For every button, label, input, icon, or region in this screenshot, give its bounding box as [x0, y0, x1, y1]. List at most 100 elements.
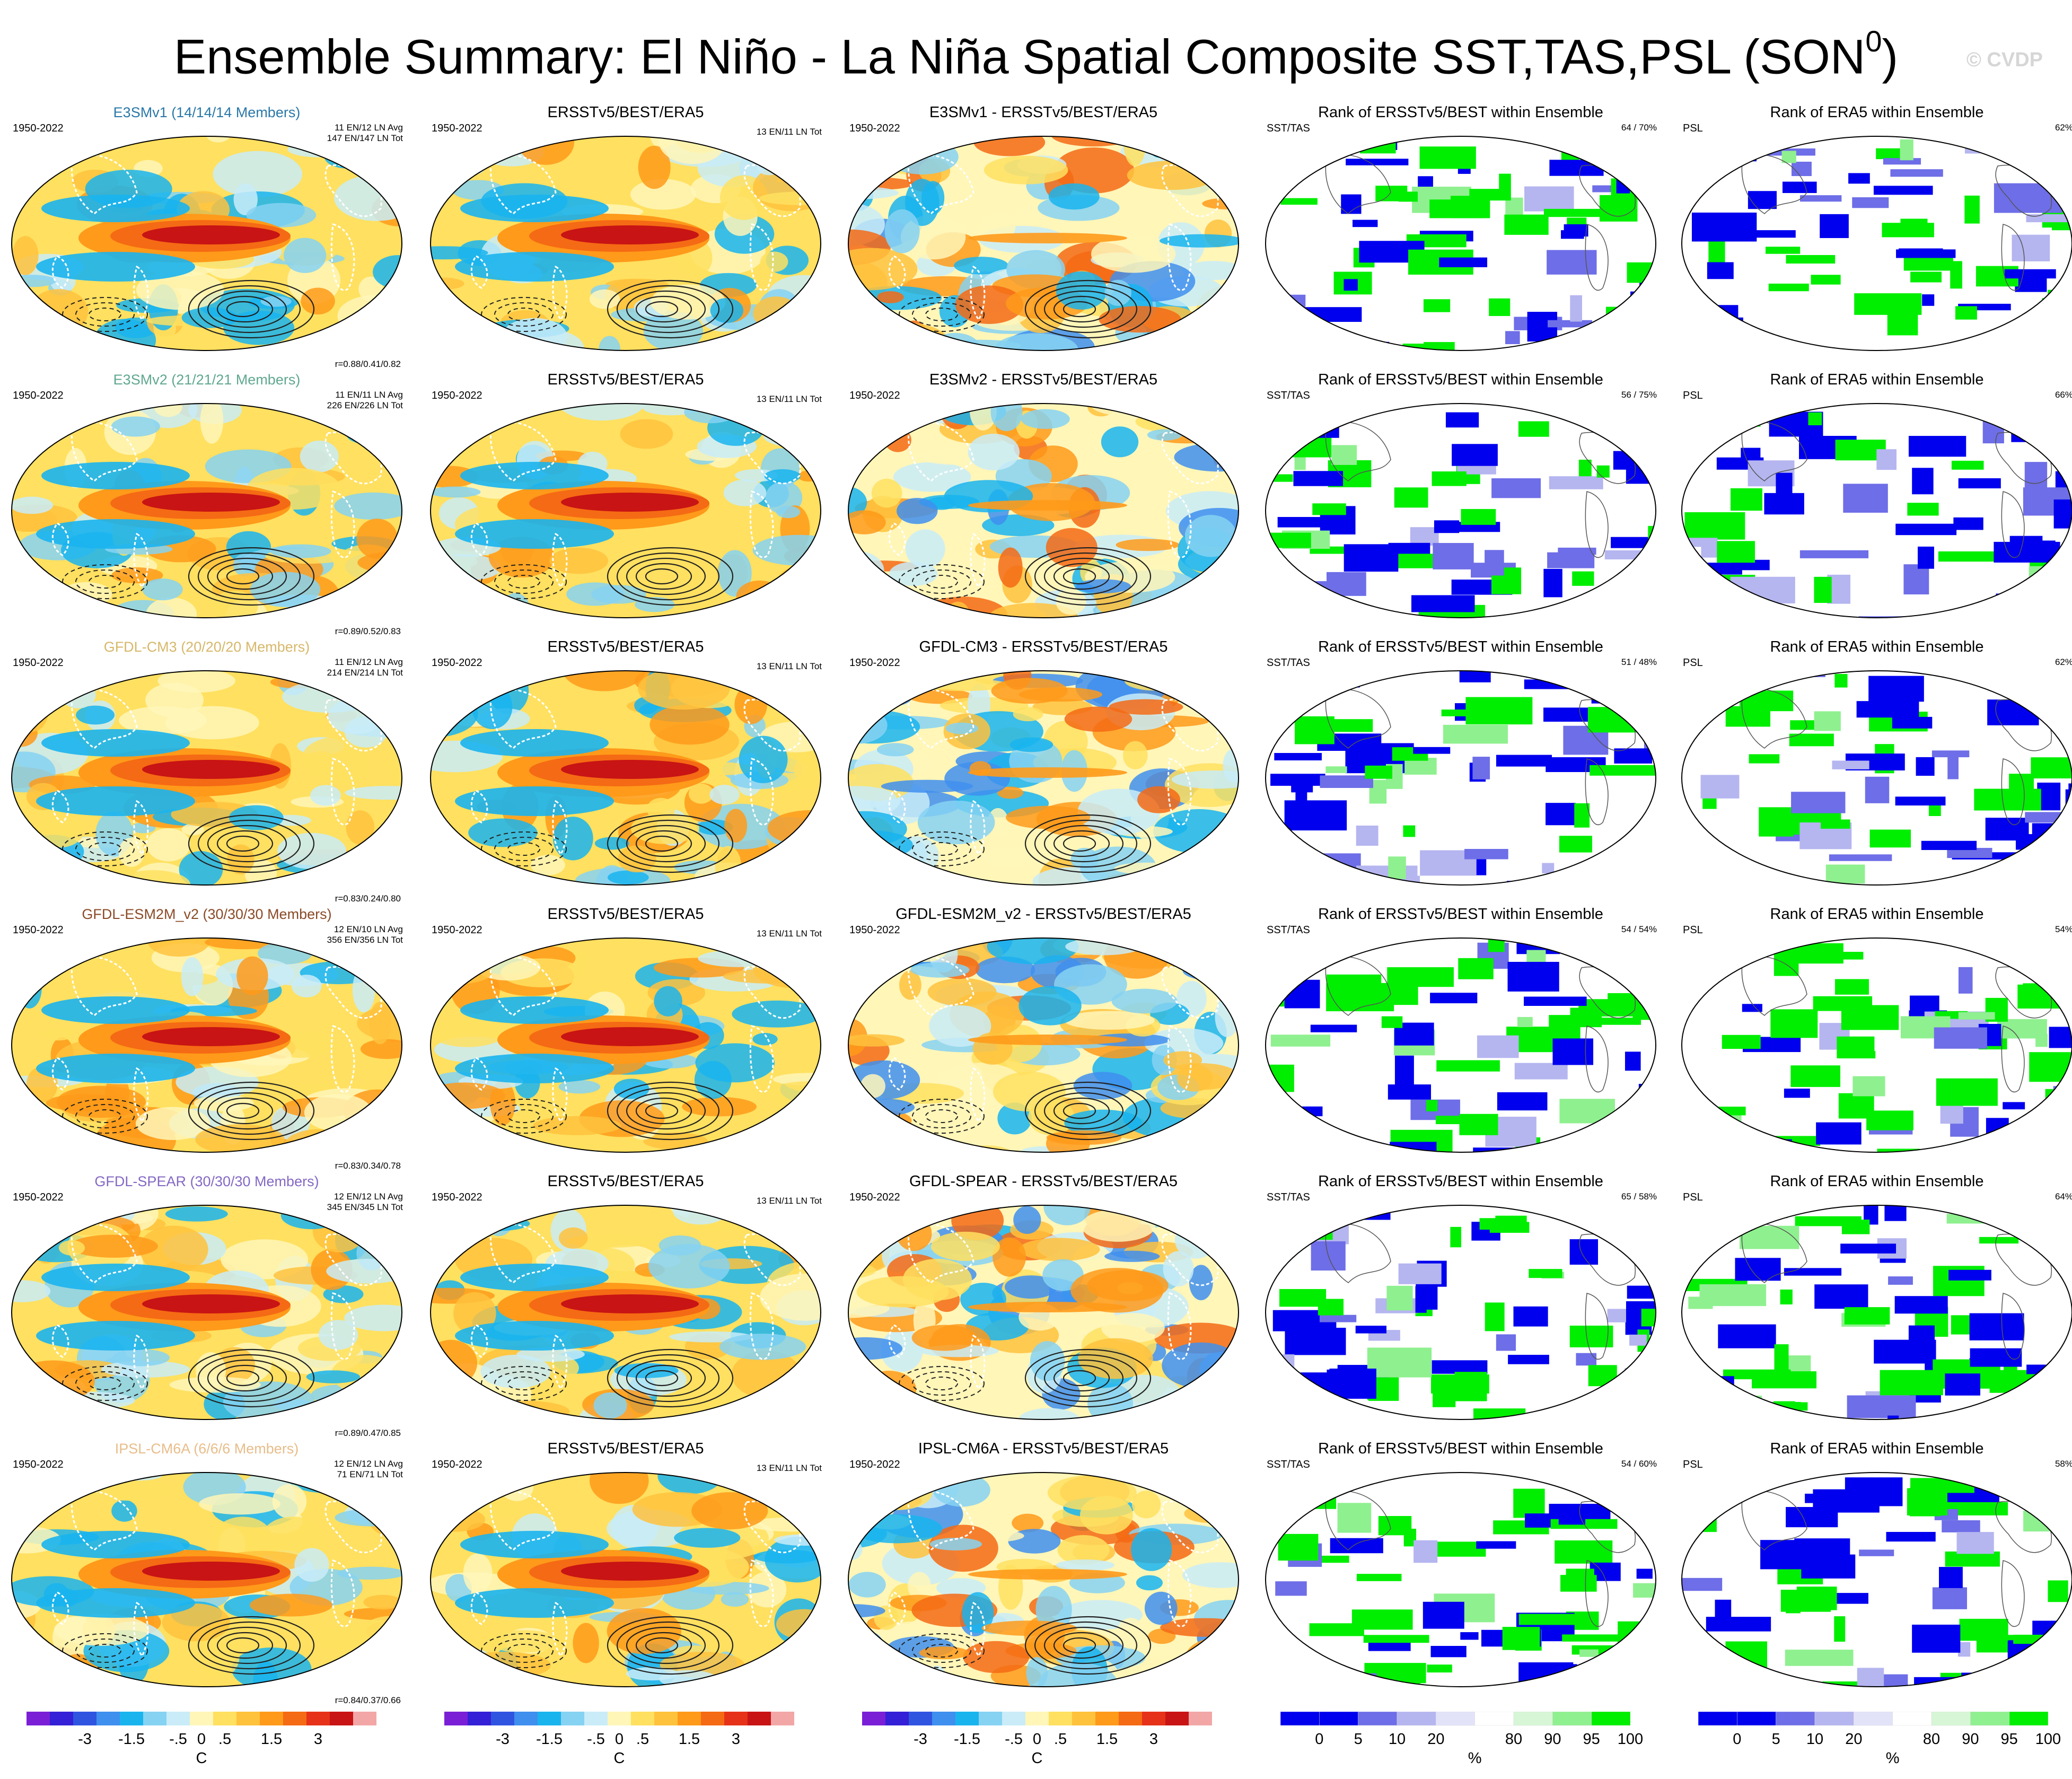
psl-contour-negative [89, 1377, 121, 1390]
enso-tongue-core [561, 225, 699, 244]
rank-block [1555, 1540, 1613, 1564]
anomaly-patch [955, 285, 1024, 324]
anomaly-patch [860, 1074, 885, 1098]
anomaly-patch [41, 1026, 75, 1041]
sample-info: 54% [2055, 924, 2072, 935]
psl-contour [197, 1086, 301, 1135]
rank-block [2035, 1033, 2048, 1047]
rank-block [1384, 1687, 1416, 1689]
anomaly-patch [431, 1654, 486, 1677]
rank-block [1461, 509, 1496, 525]
rank-block [1350, 1150, 1392, 1152]
rank-block [1837, 1036, 1875, 1058]
coastline [2001, 1026, 2025, 1093]
rank-block [1595, 1684, 1626, 1687]
rank-block [1717, 541, 1755, 563]
anomaly-patch [848, 1060, 920, 1100]
anomaly-patch [1154, 1322, 1239, 1354]
anomaly-patch [790, 1671, 817, 1685]
coastline [970, 532, 986, 589]
sample-info: 11 EN/12 LN Avg 214 EN/214 LN Tot [327, 657, 403, 678]
colorbar-tick: 95 [1583, 1731, 1600, 1748]
sample-info: 13 EN/11 LN Tot [757, 924, 822, 939]
anomaly-patch [431, 605, 462, 618]
anomaly-patch [12, 150, 39, 190]
anomaly-patch [1018, 1408, 1081, 1419]
psl-contour [1063, 1637, 1096, 1654]
rank-block [1811, 275, 1841, 285]
coastline [1741, 956, 1807, 1016]
anomaly-patch [370, 597, 397, 618]
anomaly-patch [54, 1614, 150, 1646]
sample-info: 13 EN/11 LN Tot [757, 390, 822, 405]
rank-block [1576, 1353, 1597, 1366]
psl-contour [1034, 552, 1138, 601]
rank-block [2064, 813, 2072, 839]
anomaly-patch [1145, 404, 1204, 422]
period-label: 1950-2022 [849, 122, 900, 134]
rank-block [1496, 1334, 1516, 1351]
rank-block [1825, 864, 1865, 884]
anomaly-patch [848, 1337, 903, 1360]
rank-block [1504, 214, 1549, 235]
anomaly-patch [349, 600, 402, 618]
coastline [330, 223, 355, 291]
anomaly-patch [354, 1664, 402, 1687]
anomaly-patch [1070, 1268, 1164, 1313]
anomaly-patch [360, 152, 387, 174]
cold-band-north [41, 996, 190, 1024]
anomaly-patch [993, 1237, 1026, 1277]
rank-block [1781, 151, 1796, 163]
rank-block [1706, 155, 1723, 166]
rank-block [1451, 196, 1483, 218]
rank-block [2036, 1107, 2072, 1117]
rank-block [1769, 1209, 1788, 1219]
anomaly-patch [284, 238, 327, 273]
rank-block [1330, 1538, 1383, 1554]
map-panel: Rank of ERA5 within Ensemble PSL 66% [1675, 371, 2072, 636]
rank-block [1560, 1664, 1577, 1687]
anomaly-patch [12, 856, 32, 885]
anomaly-patch [28, 597, 107, 618]
psl-contour-negative [925, 308, 958, 321]
coastline [1325, 421, 1391, 481]
anomaly-patch [270, 544, 331, 558]
psl-contour [1063, 301, 1096, 318]
anomaly-patch [356, 519, 398, 559]
rank-block [1346, 159, 1409, 165]
psl-contour [188, 1348, 315, 1408]
anomaly-patch [42, 1391, 135, 1410]
anomaly-patch [1181, 671, 1215, 678]
map-panel: IPSL-CM6A (6/6/6 Members) 1950-2022 12 EN/… [5, 1440, 408, 1705]
sample-info: 11 EN/11 LN Avg 226 EN/226 LN Tot [327, 390, 403, 411]
rank-block [1928, 803, 1941, 816]
variable-label: PSL [1683, 122, 1703, 134]
rank-block [1918, 546, 1934, 569]
rank-block [1579, 1649, 1599, 1657]
rank-block [1888, 1276, 1913, 1285]
psl-contour-negative [89, 575, 121, 589]
cold-band-north [460, 462, 609, 489]
anomaly-patch [360, 1039, 402, 1059]
anomaly-patch [1173, 1479, 1239, 1497]
rank-block [1921, 616, 1976, 618]
rank-block [1969, 1313, 2024, 1340]
anomaly-patch [300, 440, 339, 472]
rank-block [1384, 1673, 1421, 1687]
obs-count: 13 EN/11 LN Tot [756, 661, 822, 671]
rank-block [1841, 1005, 1899, 1030]
coastline [51, 522, 69, 556]
panel-title: GFDL-CM3 (20/20/20 Members) [103, 639, 310, 655]
colorbar-tick: -.5 [169, 1731, 187, 1748]
anomaly-patch [549, 547, 609, 574]
rank-block [1908, 436, 1966, 457]
anomaly-patch [327, 1121, 388, 1152]
psl-contour [216, 1632, 274, 1659]
rank-block [1995, 1669, 2020, 1678]
rank-percent: 65 / 58% [1621, 1191, 1657, 1202]
cold-band-south [36, 252, 195, 282]
colorbar-swatch [1025, 1712, 1049, 1725]
anomaly-patch [851, 1514, 943, 1544]
anomaly-patch [1136, 1575, 1163, 1591]
rank-block [1625, 1368, 1640, 1384]
